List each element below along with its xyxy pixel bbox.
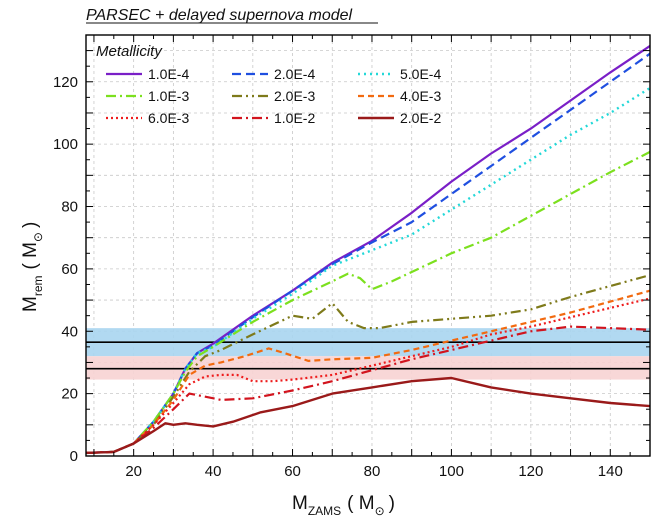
legend: Metallicity 1.0E-4 2.0E-4 5.0E-4 1.0E-3 2.0E… (96, 43, 441, 126)
series-line-2.0E-2 (85, 376, 651, 455)
x-axis-title-sub: ZAMS (308, 504, 341, 518)
x-axis-title: MZAMS ( M⊙) (292, 493, 395, 518)
series-line-5.0E-4 (85, 86, 651, 455)
plot-frame (85, 34, 651, 457)
chart-title: PARSEC + delayed supernova model (86, 7, 353, 24)
y-axis-title-sub: rem (31, 276, 45, 297)
plot-area (86, 35, 650, 456)
legend-label-1.0E-2: 1.0E-2 (274, 110, 315, 126)
legend-label-2.0E-2: 2.0E-2 (400, 110, 441, 126)
series-line-1.0E-3 (85, 150, 651, 454)
legend-label-2.0E-4: 2.0E-4 (274, 66, 315, 82)
y-tick-label: 60 (61, 261, 78, 278)
y-tick-label: 100 (53, 136, 78, 153)
series-lines (85, 44, 651, 455)
legend-label-5.0E-4: 5.0E-4 (400, 66, 441, 82)
x-tick-label: 120 (518, 463, 543, 480)
legend-label-2.0E-3: 2.0E-3 (274, 88, 315, 104)
y-tick-label: 80 (61, 199, 78, 216)
axes: 20 40 60 80 100 120 140 0 20 40 60 80 100 120 (53, 34, 651, 480)
x-tick-label: 40 (205, 463, 222, 480)
series-line-6.0E-3 (85, 297, 651, 454)
uncertainty-bands (86, 328, 650, 380)
y-axis-title-group: Mrem ( M⊙) (20, 222, 45, 312)
legend-label-1.0E-4: 1.0E-4 (148, 66, 189, 82)
x-tick-label: 60 (284, 463, 301, 480)
y-tick-label: 0 (70, 448, 78, 465)
y-axis-title-close: ) (20, 222, 41, 228)
legend-label-4.0E-3: 4.0E-3 (400, 88, 441, 104)
series-line-1.0E-2 (85, 325, 651, 454)
y-axis-title-main: M (20, 296, 41, 312)
legend-label-1.0E-3: 1.0E-3 (148, 88, 189, 104)
x-axis-title-unit-sub: ⊙ (375, 504, 385, 518)
x-tick-label: 20 (125, 463, 142, 480)
x-axis-title-unit: ( M (347, 493, 374, 514)
x-tick-label: 140 (598, 463, 623, 480)
x-axis-title-main: M (292, 493, 308, 514)
x-tick-label: 80 (364, 463, 381, 480)
legend-title: Metallicity (96, 43, 163, 60)
y-tick-label: 20 (61, 386, 78, 403)
legend-label-6.0E-3: 6.0E-3 (148, 110, 189, 126)
y-tick-label: 40 (61, 323, 78, 340)
y-axis-title: Mrem ( M⊙) (20, 222, 45, 312)
y-tick-label: 120 (53, 74, 78, 91)
x-axis-title-close: ) (389, 493, 395, 514)
x-tick-label: 100 (439, 463, 464, 480)
y-axis-title-unit-sub: ⊙ (31, 232, 45, 242)
y-axis-title-unit: ( M (20, 242, 41, 269)
